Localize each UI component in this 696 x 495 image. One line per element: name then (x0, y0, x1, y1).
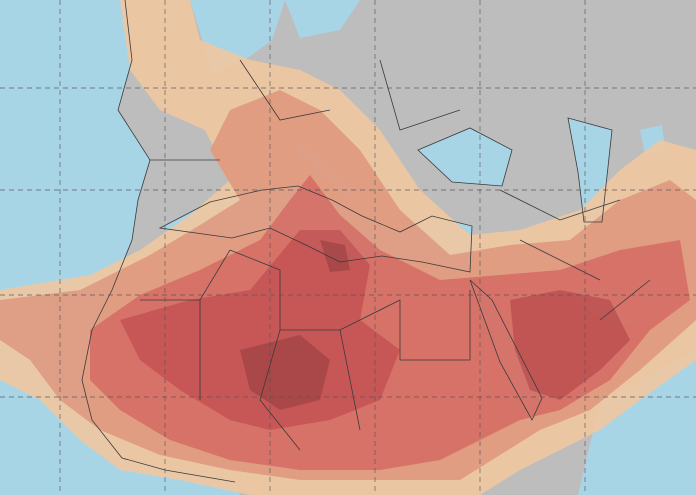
coastline-med (158, 185, 473, 273)
coastline-caspian (567, 117, 613, 223)
arabian-sea (578, 350, 696, 495)
dust-core-libya (320, 240, 350, 272)
coastline-black-sea (417, 127, 513, 187)
black-sea (418, 128, 512, 186)
baltic (285, 0, 360, 38)
borders (81, 0, 651, 483)
country-borders (140, 59, 651, 451)
dust-heavy-arabia (510, 290, 630, 400)
coastline-west (81, 0, 236, 483)
coastline-red-sea (469, 279, 543, 421)
dust-heavy (120, 230, 400, 430)
